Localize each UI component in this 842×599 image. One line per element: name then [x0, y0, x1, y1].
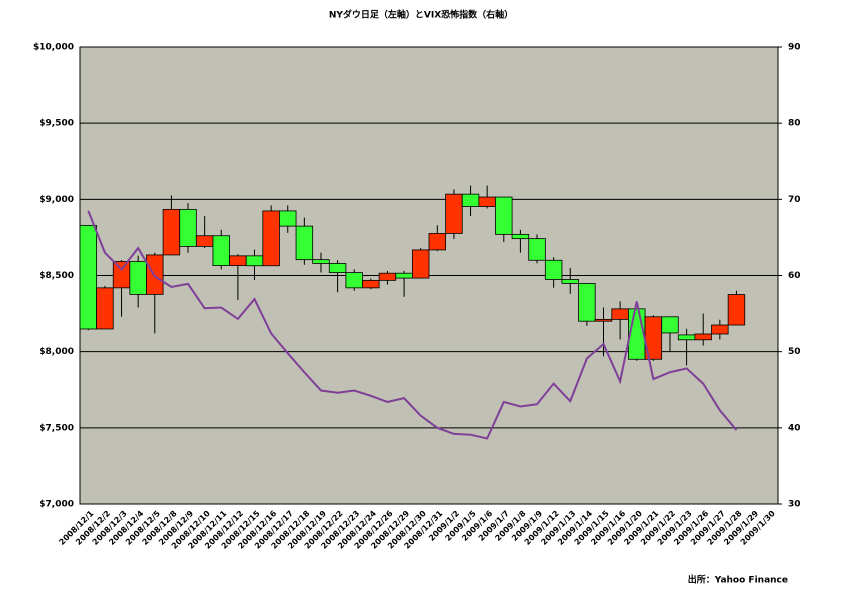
candle-body	[578, 283, 596, 322]
candle-body	[195, 235, 214, 247]
y-tick-label: $7,000	[39, 500, 74, 510]
y2-tick-label: 50	[788, 347, 801, 357]
y-tick-label: $9,000	[39, 195, 74, 205]
candle-body	[711, 324, 729, 335]
y-tick-label: $8,000	[39, 347, 74, 357]
candle-body	[312, 259, 330, 264]
candle-body	[279, 210, 297, 227]
candle-body	[428, 233, 447, 251]
candle-body	[544, 259, 563, 280]
candle-body	[345, 272, 363, 289]
candle-body	[262, 210, 280, 267]
y2-tick-label: 90	[788, 43, 801, 53]
y2-tick-label: 80	[788, 119, 801, 129]
y2-tick-label: 60	[788, 271, 801, 281]
y-tick-label: $9,500	[39, 119, 74, 129]
candle-body	[478, 196, 496, 207]
candle-body	[378, 272, 397, 281]
y-tick-label: $10,000	[33, 43, 74, 53]
y-tick-label: $8,500	[39, 271, 74, 281]
candle-body	[162, 208, 181, 256]
y2-tick-label: 30	[788, 500, 801, 510]
candle-body	[528, 238, 546, 261]
candle-body	[295, 225, 314, 261]
y2-tick-label: 40	[788, 423, 801, 433]
candle-body	[445, 193, 463, 234]
candle-body	[411, 249, 430, 279]
candle-body	[594, 318, 613, 322]
candle-body	[677, 334, 696, 341]
candle-body	[495, 196, 513, 235]
candle-body	[129, 261, 147, 295]
chart-title: NYダウ日足（左軸）とVIX恐怖指数（右軸）	[329, 9, 513, 21]
candle-body	[727, 294, 746, 326]
candle-body	[245, 255, 264, 267]
candle-body	[229, 255, 247, 266]
candle-body	[212, 235, 230, 266]
candle-body	[511, 233, 530, 240]
candle-body	[328, 263, 347, 274]
candle-body	[561, 279, 579, 284]
candle-body	[611, 308, 629, 320]
y-tick-label: $7,500	[39, 423, 74, 433]
candle-body	[395, 272, 413, 279]
candle-body	[179, 208, 197, 247]
y2-tick-label: 70	[788, 195, 801, 205]
candle-body	[694, 333, 712, 341]
vix-line	[87, 210, 738, 440]
candle-body	[461, 193, 480, 207]
candle-body	[79, 224, 98, 330]
candle-body	[362, 279, 380, 289]
candle-body	[96, 287, 114, 330]
candle-body	[661, 316, 679, 334]
candle-body	[112, 261, 131, 289]
source-note: 出所：Yahoo Finance	[688, 574, 788, 586]
